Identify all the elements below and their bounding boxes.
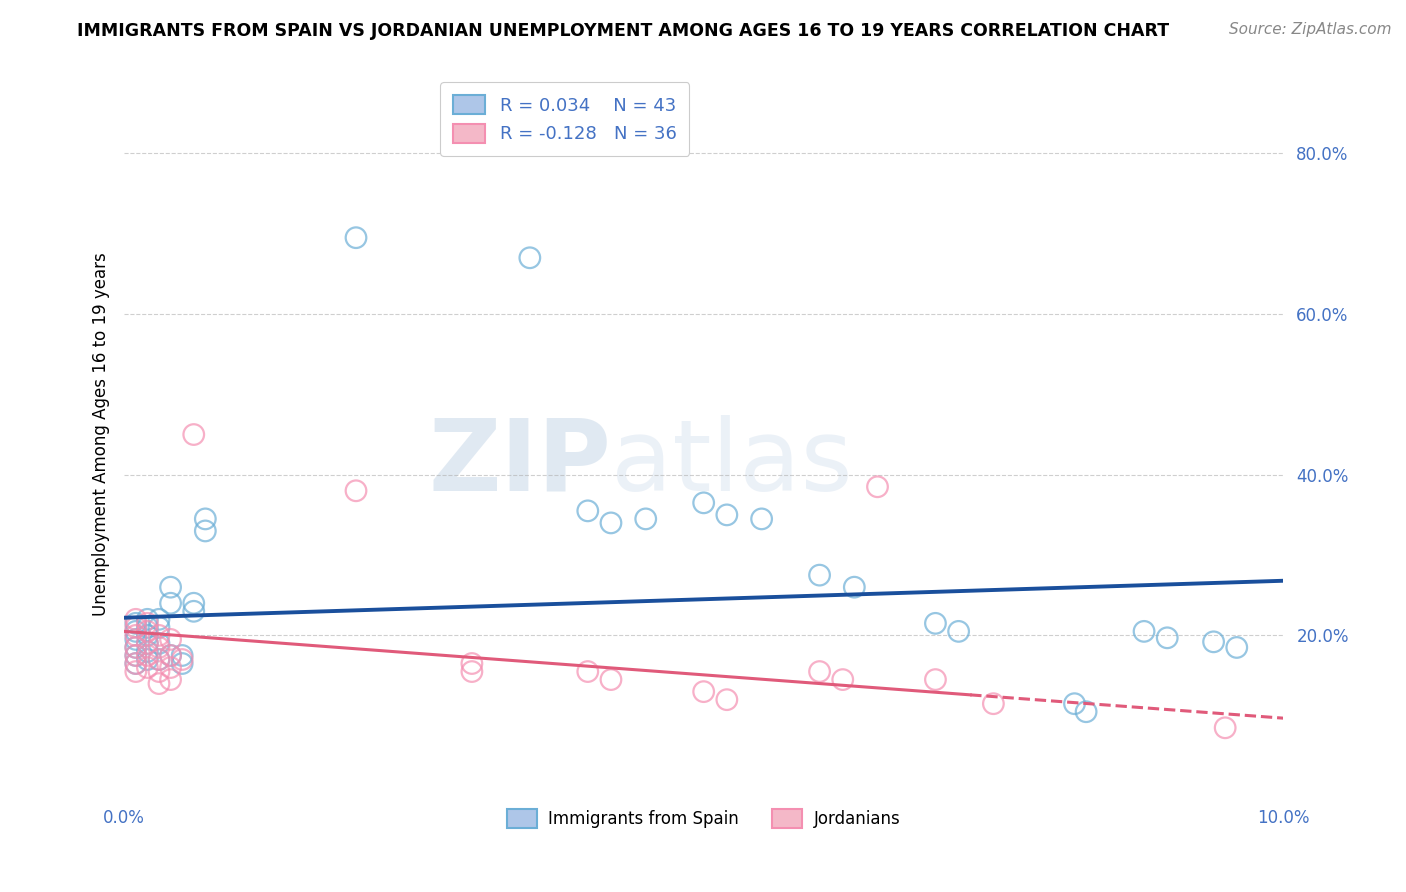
Point <box>148 676 170 690</box>
Point <box>125 620 148 634</box>
Point <box>924 616 946 631</box>
Point <box>1226 640 1249 655</box>
Point <box>1133 624 1156 639</box>
Point <box>148 636 170 650</box>
Point <box>172 657 194 671</box>
Point <box>136 648 159 663</box>
Point <box>344 483 367 498</box>
Point <box>983 697 1005 711</box>
Point <box>716 508 738 522</box>
Point <box>461 665 484 679</box>
Point <box>692 496 714 510</box>
Point <box>125 640 148 655</box>
Point <box>159 660 181 674</box>
Point <box>136 636 159 650</box>
Point <box>1156 631 1178 645</box>
Point <box>136 644 159 658</box>
Point <box>924 673 946 687</box>
Point <box>600 673 623 687</box>
Point <box>576 504 599 518</box>
Point <box>159 648 181 663</box>
Point <box>125 640 148 655</box>
Point <box>148 640 170 655</box>
Point <box>148 665 170 679</box>
Point <box>125 616 148 631</box>
Point <box>600 516 623 530</box>
Point <box>159 596 181 610</box>
Point <box>136 636 159 650</box>
Point <box>125 624 148 639</box>
Point <box>125 648 148 663</box>
Point <box>136 624 159 639</box>
Point <box>519 251 541 265</box>
Point <box>136 616 159 631</box>
Point <box>136 612 159 626</box>
Point <box>172 648 194 663</box>
Point <box>159 673 181 687</box>
Point <box>148 652 170 666</box>
Point <box>136 620 159 634</box>
Point <box>183 596 205 610</box>
Point <box>159 648 181 663</box>
Point <box>461 657 484 671</box>
Point <box>148 652 170 666</box>
Point <box>866 480 889 494</box>
Point <box>136 660 159 674</box>
Point <box>1063 697 1085 711</box>
Y-axis label: Unemployment Among Ages 16 to 19 years: Unemployment Among Ages 16 to 19 years <box>93 252 110 616</box>
Text: ZIP: ZIP <box>427 415 612 512</box>
Point <box>344 230 367 244</box>
Point <box>136 652 159 666</box>
Point <box>576 665 599 679</box>
Legend: Immigrants from Spain, Jordanians: Immigrants from Spain, Jordanians <box>501 803 907 835</box>
Point <box>148 612 170 626</box>
Text: Source: ZipAtlas.com: Source: ZipAtlas.com <box>1229 22 1392 37</box>
Text: atlas: atlas <box>612 415 852 512</box>
Point <box>716 692 738 706</box>
Point <box>148 628 170 642</box>
Point <box>159 632 181 647</box>
Point <box>148 620 170 634</box>
Point <box>125 628 148 642</box>
Point <box>159 580 181 594</box>
Point <box>125 657 148 671</box>
Point <box>125 648 148 663</box>
Point <box>125 632 148 647</box>
Point <box>692 684 714 698</box>
Point <box>183 427 205 442</box>
Point <box>808 568 831 582</box>
Point <box>634 512 657 526</box>
Point <box>948 624 970 639</box>
Point <box>808 665 831 679</box>
Point <box>183 604 205 618</box>
Point <box>194 512 217 526</box>
Point <box>172 652 194 666</box>
Point <box>831 673 853 687</box>
Text: IMMIGRANTS FROM SPAIN VS JORDANIAN UNEMPLOYMENT AMONG AGES 16 TO 19 YEARS CORREL: IMMIGRANTS FROM SPAIN VS JORDANIAN UNEMP… <box>77 22 1170 40</box>
Point <box>194 524 217 538</box>
Point <box>1213 721 1236 735</box>
Point <box>125 657 148 671</box>
Point <box>844 580 866 594</box>
Point <box>1202 635 1225 649</box>
Point <box>125 665 148 679</box>
Point <box>136 628 159 642</box>
Point <box>1074 705 1097 719</box>
Point <box>751 512 773 526</box>
Point <box>125 612 148 626</box>
